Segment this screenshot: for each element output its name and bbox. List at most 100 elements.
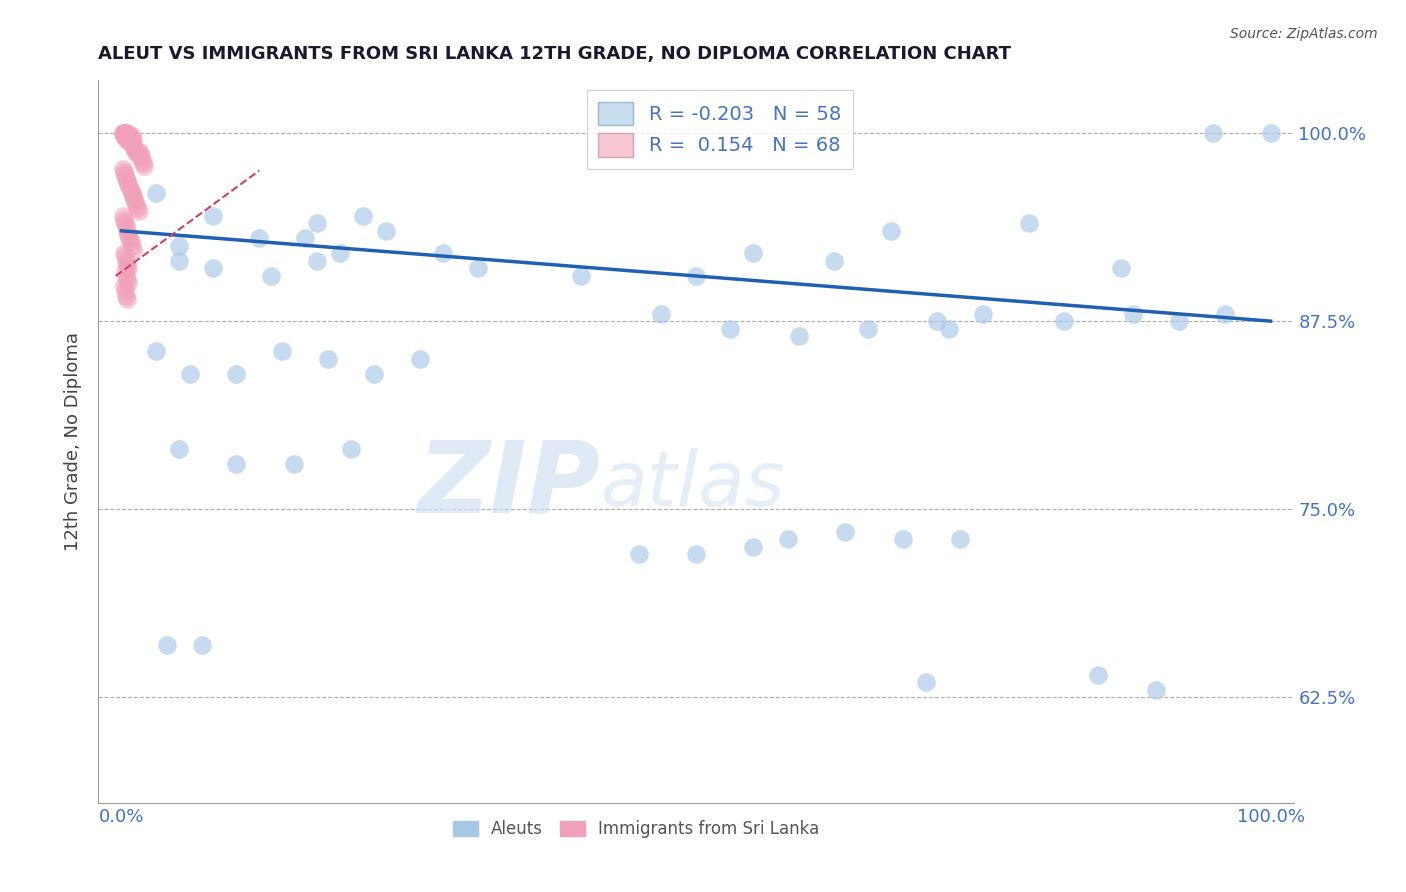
Point <box>685 268 707 283</box>
Text: ALEUT VS IMMIGRANTS FROM SRI LANKA 12TH GRADE, NO DIPLOMA CORRELATION CHART: ALEUT VS IMMIGRANTS FROM SRI LANKA 12TH … <box>98 45 1011 63</box>
Point <box>1213 307 1236 321</box>
Point <box>115 132 138 146</box>
Point <box>117 126 139 140</box>
Point <box>120 135 142 149</box>
Point <box>834 524 856 539</box>
Point <box>112 246 135 260</box>
Point <box>156 638 179 652</box>
Point <box>742 540 765 554</box>
Point <box>927 314 949 328</box>
Y-axis label: 12th Grade, No Diploma: 12th Grade, No Diploma <box>65 332 83 551</box>
Point <box>432 246 454 260</box>
Point <box>122 138 145 153</box>
Point <box>191 638 214 652</box>
Point <box>118 180 141 194</box>
Point <box>114 126 136 140</box>
Point <box>120 183 142 197</box>
Point <box>111 126 134 140</box>
Point <box>122 132 145 146</box>
Point <box>122 189 145 203</box>
Point <box>225 457 247 471</box>
Point <box>1087 668 1109 682</box>
Point <box>352 209 374 223</box>
Point <box>271 344 294 359</box>
Point <box>115 126 138 140</box>
Point <box>949 533 972 547</box>
Point <box>117 177 139 191</box>
Point <box>115 171 138 186</box>
Point <box>121 128 143 143</box>
Point <box>880 224 903 238</box>
Point <box>1053 314 1076 328</box>
Point <box>627 548 650 562</box>
Point <box>972 307 994 321</box>
Point <box>858 321 880 335</box>
Point <box>145 344 167 359</box>
Point <box>569 268 592 283</box>
Point <box>202 209 225 223</box>
Point <box>650 307 672 321</box>
Point <box>114 249 136 263</box>
Point <box>118 132 141 146</box>
Point <box>122 244 145 258</box>
Point <box>124 195 146 210</box>
Point <box>131 153 153 167</box>
Point <box>685 548 707 562</box>
Point <box>112 165 135 179</box>
Point <box>112 279 135 293</box>
Point <box>114 284 136 298</box>
Point <box>112 128 135 143</box>
Point <box>115 224 138 238</box>
Point <box>117 261 139 276</box>
Point <box>129 150 152 164</box>
Point <box>115 253 138 268</box>
Point <box>112 126 135 140</box>
Point <box>125 198 148 212</box>
Point <box>117 228 139 243</box>
Point <box>115 288 138 302</box>
Point <box>114 264 136 278</box>
Point <box>467 261 489 276</box>
Point <box>121 135 143 149</box>
Point <box>776 533 799 547</box>
Point <box>115 128 138 143</box>
Point <box>118 231 141 245</box>
Point <box>823 253 845 268</box>
Point <box>167 239 190 253</box>
Point <box>374 224 396 238</box>
Point <box>1144 682 1167 697</box>
Point <box>1202 126 1225 140</box>
Point <box>179 367 201 381</box>
Point <box>742 246 765 260</box>
Point <box>128 204 150 219</box>
Point <box>363 367 385 381</box>
Point <box>112 213 135 227</box>
Point <box>720 321 742 335</box>
Point <box>1260 126 1282 140</box>
Point <box>117 128 139 143</box>
Point <box>260 268 283 283</box>
Text: ZIP: ZIP <box>418 436 600 533</box>
Point <box>121 239 143 253</box>
Point <box>145 186 167 201</box>
Point <box>1109 261 1132 276</box>
Text: atlas: atlas <box>600 448 785 522</box>
Point <box>127 147 149 161</box>
Point <box>115 268 138 283</box>
Point <box>167 442 190 456</box>
Point <box>340 442 363 456</box>
Point <box>114 128 136 143</box>
Point <box>128 147 150 161</box>
Point <box>294 231 316 245</box>
Point <box>111 126 134 140</box>
Point <box>115 132 138 146</box>
Point <box>283 457 305 471</box>
Point <box>114 168 136 182</box>
Point <box>1167 314 1189 328</box>
Point <box>118 135 141 149</box>
Point <box>115 259 138 273</box>
Point <box>247 231 270 245</box>
Text: Source: ZipAtlas.com: Source: ZipAtlas.com <box>1230 27 1378 41</box>
Point <box>1122 307 1144 321</box>
Legend: Aleuts, Immigrants from Sri Lanka: Aleuts, Immigrants from Sri Lanka <box>446 814 827 845</box>
